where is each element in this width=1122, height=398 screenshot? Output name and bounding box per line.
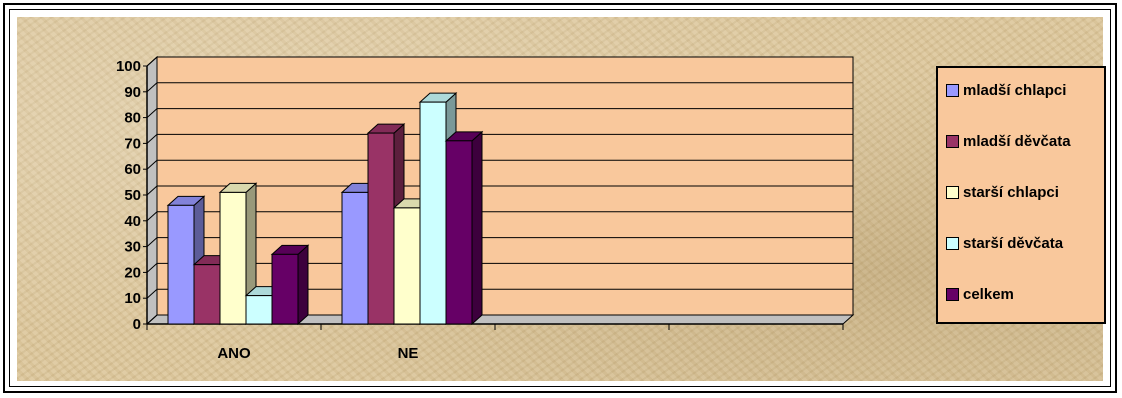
y-tick-label: 20 xyxy=(124,264,141,281)
legend-swatch xyxy=(946,186,959,199)
y-tick-label: 60 xyxy=(124,161,141,178)
outer-frame xyxy=(3,3,1117,393)
gridline-diagonal xyxy=(146,211,158,222)
y-tick-label: 0 xyxy=(133,316,141,333)
gridline-diagonal xyxy=(146,82,158,93)
legend-swatch xyxy=(946,288,959,301)
bar xyxy=(419,101,447,325)
bar xyxy=(341,191,369,325)
bar xyxy=(193,264,221,325)
bar xyxy=(167,204,195,325)
gridline-diagonal xyxy=(146,108,158,118)
bar-side xyxy=(297,244,309,326)
bar xyxy=(219,191,247,325)
bar xyxy=(393,207,421,325)
x-category-label: ANO xyxy=(217,345,251,362)
bar xyxy=(271,253,299,325)
bar xyxy=(245,295,273,325)
legend-swatch xyxy=(946,237,959,250)
legend-item-starsi-chlapci: starší chlapci xyxy=(946,184,1059,201)
legend-swatch xyxy=(946,135,959,148)
legend-label: celkem xyxy=(963,286,1014,303)
legend: mladší chlapci mladší děvčata starší chl… xyxy=(936,66,1106,324)
legend-item-mladsi-chlapci: mladší chlapci xyxy=(946,82,1066,99)
legend-label: starší chlapci xyxy=(963,184,1059,201)
gridline-diagonal xyxy=(146,314,158,325)
bar-side xyxy=(471,130,483,326)
bar xyxy=(445,140,473,325)
legend-item-starsi-devcata: starší děvčata xyxy=(946,235,1063,252)
legend-label: starší děvčata xyxy=(963,235,1064,252)
legend-swatch xyxy=(946,84,959,97)
gridline-diagonal xyxy=(146,159,158,170)
gridline-diagonal xyxy=(146,263,158,273)
y-tick-label: 30 xyxy=(124,239,141,256)
y-tick-label: 50 xyxy=(124,187,141,204)
gridline-diagonal xyxy=(146,237,158,247)
y-tick-label: 40 xyxy=(124,213,141,230)
gridline-diagonal xyxy=(146,56,158,67)
bar xyxy=(367,132,395,325)
gridline-diagonal xyxy=(146,134,158,144)
inner-frame xyxy=(9,9,1111,387)
legend-label: mladší děvčata xyxy=(963,133,1071,150)
gridline-diagonal xyxy=(146,185,158,196)
y-tick-label: 80 xyxy=(124,110,141,127)
legend-label: mladší chlapci xyxy=(963,82,1067,99)
gridline-diagonal xyxy=(146,288,158,299)
y-tick-label: 100 xyxy=(116,58,141,75)
x-category-label: NE xyxy=(398,345,419,362)
y-tick-label: 10 xyxy=(124,290,141,307)
y-tick-label: 70 xyxy=(124,135,141,152)
y-tick-label: 90 xyxy=(124,84,141,101)
legend-item-mladsi-devcata: mladší děvčata xyxy=(946,133,1071,150)
legend-item-celkem: celkem xyxy=(946,286,1014,303)
